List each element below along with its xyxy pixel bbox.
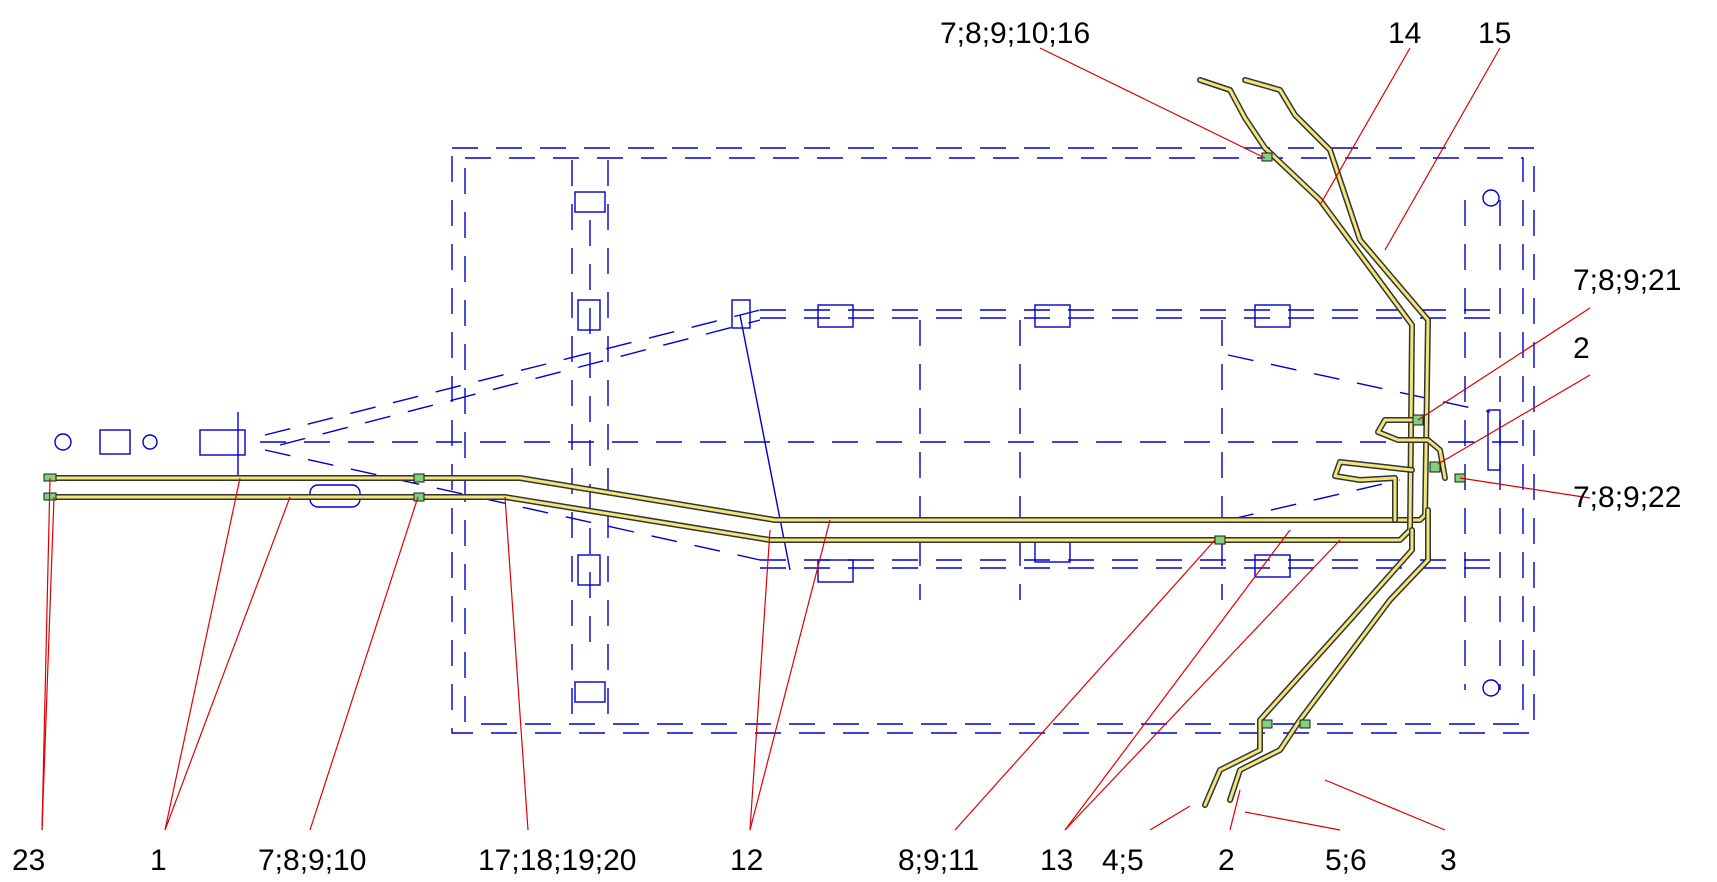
leader-13-b	[1064, 539, 1341, 831]
main-pipe-lower	[46, 78, 1414, 542]
outer-frame-inner-outline	[464, 157, 1524, 725]
leader-5-6	[1244, 811, 1341, 831]
front-hanger-bottom	[574, 681, 606, 703]
leader-17-18-19-20	[504, 496, 529, 831]
leader-13-a	[1064, 529, 1291, 831]
rear-branch-lower-1	[1228, 508, 1430, 802]
callout-7-8-9-22: 7;8;9;22	[1573, 481, 1681, 514]
mid-block-1	[817, 304, 854, 328]
callout-7-8-9-10-16: 7;8;9;10;16	[940, 17, 1090, 50]
rear-brace	[1227, 354, 1491, 413]
rear-brace-2	[1227, 479, 1401, 521]
fittings	[43, 152, 1466, 729]
callout-17-18-19-20: 17;18;19;20	[478, 844, 636, 877]
rear-wheel-hub-bottom	[1482, 679, 1500, 697]
callout-14: 14	[1388, 17, 1421, 50]
leader-1-a	[164, 477, 241, 831]
leader-lines	[41, 47, 1591, 831]
callout-23: 23	[12, 844, 45, 877]
tow-eye-body	[99, 429, 131, 455]
callout-7-8-9-21: 7;8;9;21	[1573, 264, 1681, 297]
callout-5-6: 5;6	[1325, 844, 1367, 877]
callout-2-right: 2	[1573, 332, 1590, 365]
callout-2-bottom: 2	[1218, 844, 1235, 877]
fitting-mid	[1214, 535, 1226, 545]
rear-loop-2-outline	[1332, 459, 1415, 523]
rear-block-2	[1254, 554, 1291, 578]
tow-eye-ring-2	[142, 434, 158, 450]
callout-3: 3	[1440, 844, 1457, 877]
leader-3	[1324, 779, 1446, 831]
callout-labels: 7;8;9;10;16 14 15 7;8;9;21 2 7;8;9;22 23…	[12, 17, 1681, 877]
leader-2-bottom	[1229, 789, 1241, 831]
leader-8-9-11	[954, 539, 1216, 831]
front-strut	[739, 314, 791, 571]
front-hanger-top	[574, 191, 606, 213]
fitting-bottom-1	[1261, 719, 1273, 729]
front-spring-bottom	[577, 554, 601, 586]
callout-12: 12	[730, 844, 763, 877]
rear-branch-lower-2	[1203, 528, 1414, 807]
outer-frame-outline	[451, 147, 1535, 734]
rear-loop-2	[1333, 460, 1414, 522]
callout-15: 15	[1478, 17, 1511, 50]
rear-wheel-hub-top	[1482, 189, 1500, 207]
brake-pipes	[45, 77, 1448, 808]
leader-7-8-9-10	[309, 496, 419, 831]
leader-7-8-9-22	[1459, 477, 1591, 499]
leader-4-5	[1149, 805, 1191, 831]
callout-4-5: 4;5	[1102, 844, 1144, 877]
leader-15	[1384, 47, 1501, 251]
callout-7-8-9-10: 7;8;9;10	[258, 844, 366, 877]
fitting-rear-t2	[1429, 461, 1441, 473]
leader-14	[1319, 47, 1411, 206]
drawbar-upper	[264, 309, 761, 436]
fitting-bottom-2	[1299, 719, 1311, 729]
leader-1-b	[164, 496, 291, 831]
rear-block-1	[1254, 304, 1291, 328]
fitting-left-upper	[413, 473, 425, 483]
leader-23-a	[41, 477, 51, 831]
rear-loop-1	[1376, 418, 1447, 480]
mid-block-3	[1034, 304, 1071, 328]
leader-12-a	[749, 529, 771, 831]
fitting-left-lower	[413, 492, 425, 502]
front-strut-top	[731, 299, 751, 329]
rear-branch-lower-1-outline	[1227, 507, 1431, 803]
tow-eye-ring	[54, 433, 72, 451]
rear-plate	[1487, 409, 1501, 471]
leader-7-8-9-10-16	[1039, 47, 1266, 159]
mid-block-4	[1034, 539, 1071, 563]
main-pipe-upper	[46, 78, 1430, 522]
callout-1: 1	[150, 844, 167, 877]
leader-23-b	[41, 496, 55, 831]
leader-12-b	[749, 519, 831, 831]
coupling-bracket	[199, 429, 246, 456]
callout-13: 13	[1040, 844, 1073, 877]
front-spring-top	[577, 299, 601, 331]
drawbar-upper-2	[279, 319, 761, 446]
leader-2-right	[1437, 374, 1591, 465]
callout-8-9-11: 8;9;11	[898, 844, 979, 877]
mid-block-2	[817, 559, 854, 583]
leader-7-8-9-21	[1417, 307, 1591, 421]
chassis-frame	[54, 147, 1535, 734]
